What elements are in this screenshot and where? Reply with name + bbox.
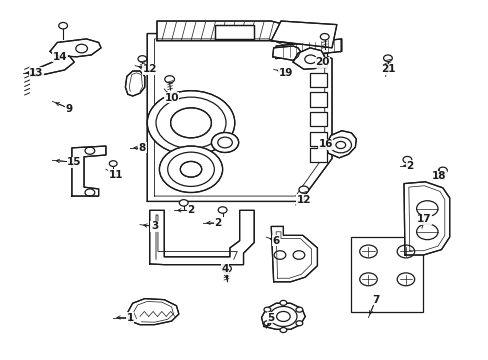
Polygon shape [276,39,341,59]
Polygon shape [215,24,254,39]
Polygon shape [325,131,356,158]
Polygon shape [403,182,449,255]
Circle shape [280,328,286,333]
Text: 5: 5 [267,312,274,323]
Polygon shape [271,21,336,48]
Text: 20: 20 [314,57,329,67]
Polygon shape [272,46,300,60]
Circle shape [264,321,270,326]
Circle shape [164,76,174,83]
Text: 2: 2 [406,161,412,171]
Circle shape [147,91,234,155]
Circle shape [221,265,231,272]
Circle shape [180,161,201,177]
Text: 10: 10 [164,93,179,103]
Text: 15: 15 [67,157,81,167]
Polygon shape [125,71,144,96]
Text: 21: 21 [380,64,394,74]
Polygon shape [309,73,326,87]
Circle shape [264,307,270,312]
Circle shape [170,108,211,138]
Text: 8: 8 [139,143,146,153]
Text: 4: 4 [221,264,228,274]
Polygon shape [261,303,305,329]
Polygon shape [292,48,324,69]
Polygon shape [149,210,254,265]
Circle shape [298,186,308,193]
Polygon shape [50,39,101,57]
Circle shape [320,33,328,40]
Circle shape [211,132,238,153]
Text: 16: 16 [318,139,332,149]
Circle shape [109,161,117,166]
Circle shape [59,22,67,29]
Polygon shape [127,298,179,325]
Text: 13: 13 [29,68,43,78]
Text: 14: 14 [52,52,67,62]
Text: 11: 11 [108,170,122,180]
Polygon shape [309,148,326,162]
Circle shape [138,56,146,62]
Text: 9: 9 [66,104,73,113]
Text: 2: 2 [214,218,221,228]
Text: 2: 2 [187,205,194,215]
Circle shape [383,55,391,62]
Polygon shape [157,21,331,50]
Text: 3: 3 [151,221,158,231]
Polygon shape [309,112,326,126]
Polygon shape [147,33,331,202]
Polygon shape [309,53,326,67]
Polygon shape [271,226,317,282]
Circle shape [159,146,222,193]
Text: 6: 6 [272,236,279,246]
Text: 1: 1 [126,312,134,323]
Bar [351,237,423,312]
Circle shape [218,207,226,213]
Text: 19: 19 [278,68,292,78]
Text: 12: 12 [296,195,310,204]
Polygon shape [28,56,74,76]
Text: 12: 12 [142,64,157,74]
Circle shape [295,307,302,312]
Text: 7: 7 [371,295,379,305]
Text: 18: 18 [431,171,446,181]
Circle shape [295,321,302,326]
Circle shape [280,300,286,305]
Circle shape [438,167,447,174]
Text: 17: 17 [416,214,431,224]
Circle shape [402,157,411,163]
Polygon shape [309,93,326,107]
Polygon shape [309,132,326,146]
Polygon shape [72,146,106,196]
Circle shape [179,200,188,206]
